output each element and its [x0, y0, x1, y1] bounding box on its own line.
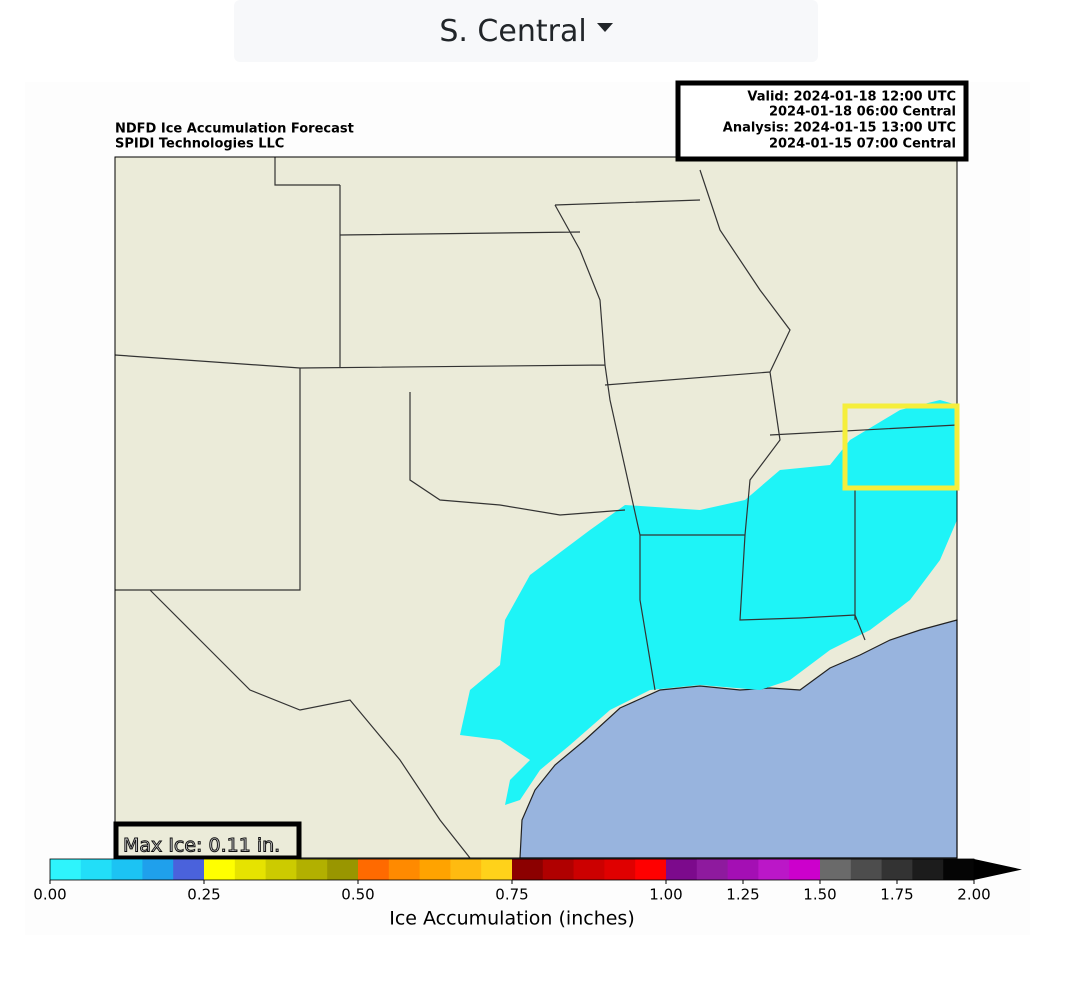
map-title: NDFD Ice Accumulation Forecast [115, 122, 354, 137]
colorbar-extend [974, 859, 1022, 880]
state-borders [114, 157, 958, 859]
colorbar-segment [111, 859, 143, 880]
valid-time-local: 2024-01-18 06:00 Central [769, 105, 956, 120]
colorbar-tick-label: 2.00 [957, 886, 990, 904]
max-box [113, 821, 302, 861]
colorbar-segment [820, 859, 852, 880]
dropdown-label: S. Central [439, 13, 587, 49]
colorbar-tick-label: 1.50 [803, 886, 836, 904]
colorbar-segment [388, 859, 421, 880]
colorbar-segment [142, 859, 174, 880]
colorbar-segment [573, 859, 605, 880]
colorbar-segment [80, 859, 113, 880]
region-dropdown[interactable]: S. Central [234, 0, 818, 62]
colorbar-segment [358, 859, 390, 880]
colorbar-segment [727, 859, 759, 880]
gulf [519, 619, 958, 859]
max-ice: Max Ice: 0.11 in. [123, 835, 280, 857]
time-box [675, 80, 969, 162]
map-subtitle: SPIDI Technologies LLC [115, 137, 284, 152]
colorbar-tick-label: 0.50 [341, 886, 374, 904]
colorbar-segment [881, 859, 913, 880]
colorbar-tick-label: 0.00 [33, 886, 66, 904]
colorbar-tick-label: 0.25 [187, 886, 220, 904]
colorbar-segment [850, 859, 883, 880]
colorbar-segment [481, 859, 513, 880]
colorbar-segment [296, 859, 328, 880]
colorbar-segment [912, 859, 944, 880]
caret [596, 22, 613, 32]
colorbar-tick-label: 0.75 [495, 886, 528, 904]
analysis-time-local: 2024-01-15 07:00 Central [769, 137, 956, 152]
colorbar-segment [173, 859, 205, 880]
colorbar-label: Ice Accumulation (inches) [389, 908, 635, 930]
colorbar-segment [234, 859, 267, 880]
colorbar-segment [758, 859, 790, 880]
colorbar-segment [635, 859, 667, 880]
colorbar-tick-label: 1.75 [880, 886, 913, 904]
colorbar-segment [542, 859, 575, 880]
colorbar-segment [789, 859, 821, 880]
colorbar-segment [450, 859, 482, 880]
colorbar-segment [696, 859, 729, 880]
map-frame [114, 156, 958, 859]
colorbar-segment [204, 859, 236, 880]
colorbar-segment [666, 859, 698, 880]
colorbar-segment [604, 859, 636, 880]
ice-area [460, 400, 957, 805]
colorbar-segment [943, 859, 975, 880]
colorbar-tick-label: 1.00 [649, 886, 682, 904]
colorbar-segment [265, 859, 297, 880]
highlight-box [842, 403, 960, 491]
analysis-time: Analysis: 2024-01-15 13:00 UTC [723, 121, 956, 136]
colorbar-segment [327, 859, 359, 880]
colorbar-segment [419, 859, 451, 880]
valid-time: Valid: 2024-01-18 12:00 UTC [747, 90, 956, 105]
colorbar-segment [512, 859, 544, 880]
colorbar-segment [50, 859, 82, 880]
colorbar-tick-label: 1.25 [726, 886, 759, 904]
